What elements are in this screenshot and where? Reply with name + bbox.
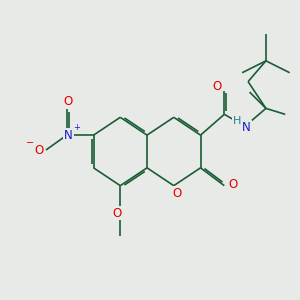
Text: N: N: [242, 121, 251, 134]
Text: O: O: [212, 80, 221, 94]
Text: O: O: [34, 143, 43, 157]
Text: O: O: [64, 95, 73, 108]
Text: H: H: [232, 116, 241, 126]
Text: −: −: [26, 139, 34, 148]
Text: O: O: [172, 187, 182, 200]
Text: O: O: [229, 178, 238, 191]
Text: +: +: [73, 123, 80, 132]
Text: N: N: [64, 129, 73, 142]
Text: O: O: [113, 206, 122, 220]
